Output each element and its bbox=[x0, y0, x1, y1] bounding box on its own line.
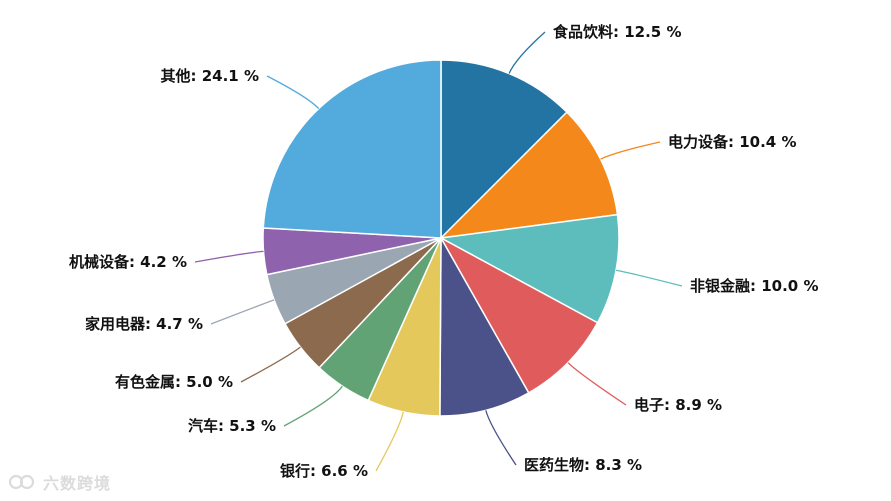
leader-line bbox=[210, 299, 275, 325]
pie-slice bbox=[438, 111, 619, 240]
leader-line bbox=[375, 411, 404, 472]
leader-lines bbox=[194, 31, 683, 472]
leader-line bbox=[615, 269, 683, 287]
watermark: 六数跨境 bbox=[8, 470, 111, 494]
leader-line bbox=[567, 362, 627, 406]
leader-line bbox=[485, 410, 517, 466]
leader-line bbox=[508, 31, 546, 74]
slice-labels: 食品饮料: 12.5 % 电力设备: 10.4 % 非银金融: 10.0 % 电子: … bbox=[69, 23, 819, 480]
slice-label: 电子: 8.9 % bbox=[634, 396, 722, 414]
watermark-logo-icon bbox=[8, 474, 35, 490]
slice-label: 非银金融: 10.0 % bbox=[690, 277, 818, 295]
slice-label: 食品饮料: 12.5 % bbox=[553, 23, 681, 41]
slice-label: 家用电器: 4.7 % bbox=[85, 315, 203, 333]
pie-slice bbox=[440, 59, 568, 240]
leader-line bbox=[283, 385, 343, 427]
slice-label: 机械设备: 4.2 % bbox=[69, 253, 187, 271]
pie-slices bbox=[262, 59, 620, 417]
pie-slice bbox=[439, 236, 599, 394]
leader-line bbox=[266, 75, 320, 110]
leader-line bbox=[240, 346, 301, 383]
slice-label: 医药生物: 8.3 % bbox=[524, 456, 642, 474]
pie-slice bbox=[262, 59, 442, 239]
leader-line bbox=[600, 141, 661, 160]
watermark-text: 六数跨境 bbox=[43, 474, 112, 493]
slice-label: 电力设备: 10.4 % bbox=[668, 133, 796, 151]
slice-label: 银行: 6.6 % bbox=[280, 462, 368, 480]
slice-label: 其他: 24.1 % bbox=[161, 67, 259, 85]
leader-line bbox=[194, 250, 264, 263]
pie-slice bbox=[438, 213, 620, 324]
slice-label: 有色金属: 5.0 % bbox=[115, 373, 233, 391]
pie-slice bbox=[439, 235, 530, 417]
slice-label: 汽车: 5.3 % bbox=[188, 417, 276, 435]
